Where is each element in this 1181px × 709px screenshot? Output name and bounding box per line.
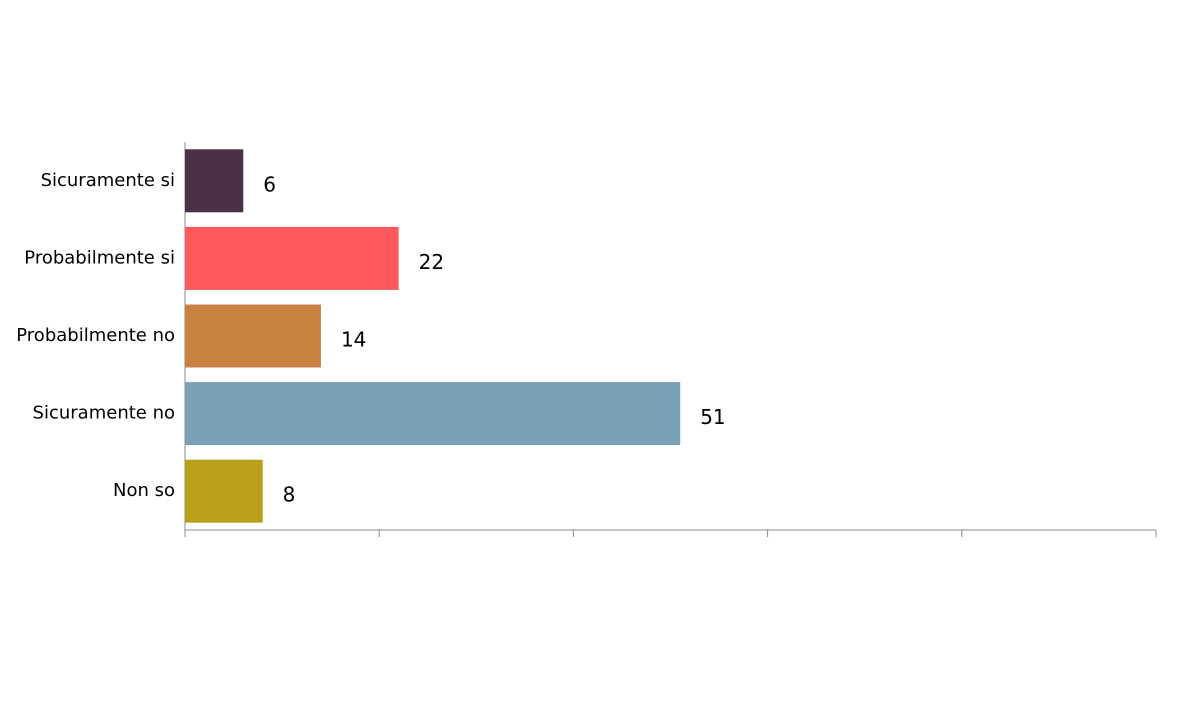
- y-tick-label: Sicuramente si: [41, 170, 175, 191]
- bar: [185, 459, 263, 523]
- value-label: 8: [283, 483, 296, 507]
- value-label: 14: [341, 328, 366, 352]
- y-tick-label: Sicuramente no: [33, 403, 175, 424]
- bar: [185, 304, 321, 368]
- y-tick-label: Non so: [113, 480, 175, 501]
- bar: [185, 382, 681, 446]
- y-tick-label: Probabilmente no: [16, 325, 175, 346]
- bar: [185, 149, 244, 213]
- value-label: 22: [419, 250, 444, 274]
- bar: [185, 226, 399, 290]
- value-label: 51: [700, 405, 725, 429]
- y-tick-label: Probabilmente si: [24, 247, 175, 268]
- value-label: 6: [263, 172, 276, 196]
